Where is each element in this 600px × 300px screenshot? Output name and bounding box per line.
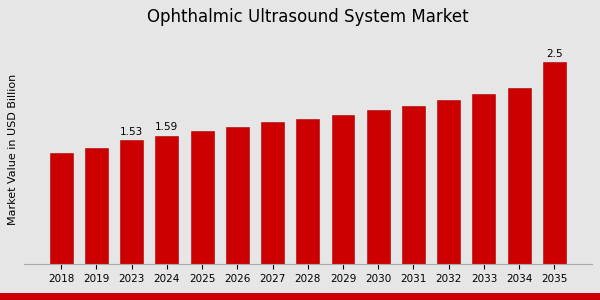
Bar: [85, 148, 108, 264]
Y-axis label: Market Value in USD Billion: Market Value in USD Billion: [8, 73, 19, 225]
Bar: [261, 122, 284, 264]
Bar: [367, 110, 389, 264]
Bar: [543, 62, 566, 264]
Bar: [332, 115, 355, 264]
Bar: [50, 153, 73, 264]
Bar: [155, 136, 178, 264]
Bar: [120, 140, 143, 264]
Bar: [296, 119, 319, 264]
Bar: [508, 88, 530, 264]
Bar: [226, 127, 249, 264]
Bar: [437, 100, 460, 264]
Text: 1.53: 1.53: [120, 127, 143, 137]
Bar: [472, 94, 496, 264]
Bar: [191, 131, 214, 264]
Text: 2.5: 2.5: [546, 49, 563, 58]
Text: 1.59: 1.59: [155, 122, 178, 132]
Bar: [402, 106, 425, 264]
Title: Ophthalmic Ultrasound System Market: Ophthalmic Ultrasound System Market: [147, 8, 469, 26]
